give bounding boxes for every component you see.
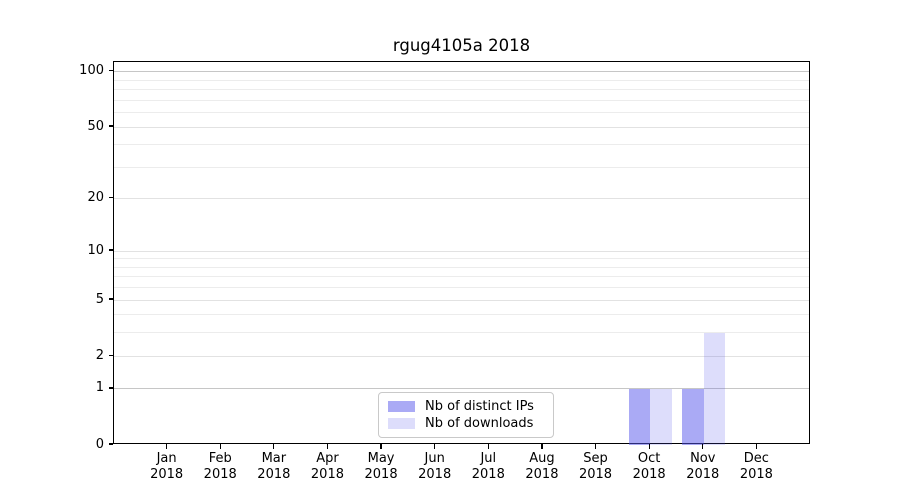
x-tick-label-dec: Dec 2018 [739, 451, 773, 482]
y-tick-mark-50 [108, 125, 113, 127]
x-tick-label-apr: Apr 2018 [310, 451, 344, 482]
x-tick-mark-jun [434, 444, 436, 449]
x-tick-mark-sep [594, 444, 597, 449]
minor-gridline-9 [114, 258, 809, 260]
x-tick-label-jun: Jun 2018 [418, 451, 452, 482]
x-tick-mark-nov [702, 444, 704, 449]
x-tick-mark-apr [326, 444, 329, 449]
y-tick-mark-20 [108, 197, 113, 199]
x-tick-label-feb: Feb 2018 [203, 451, 237, 482]
plot-area: Nb of distinct IPs Nb of downloads [113, 61, 810, 445]
minor-gridline-40 [114, 144, 809, 146]
y-tick-mark-100 [108, 70, 113, 72]
y-tick-label-0: 0 [95, 436, 104, 452]
minor-gridline-4 [114, 314, 809, 316]
legend-item-distinct-ips: Nb of distinct IPs [388, 398, 544, 415]
minor-gridline-80 [114, 89, 809, 91]
y-tick-label-10: 10 [87, 242, 104, 258]
x-tick-label-mar: Mar 2018 [257, 451, 291, 482]
x-tick-mark-jul [487, 444, 489, 449]
gridline-2 [114, 355, 809, 357]
x-tick-label-oct: Oct 2018 [632, 451, 666, 482]
bar-distinct-ips-nov [682, 388, 704, 445]
y-tick-label-5: 5 [95, 291, 104, 307]
legend-label-downloads: Nb of downloads [425, 416, 534, 431]
y-tick-label-100: 100 [79, 63, 104, 79]
legend-swatch-distinct-ips [388, 401, 415, 412]
minor-gridline-60 [114, 112, 809, 114]
x-tick-label-aug: Aug 2018 [525, 451, 559, 482]
x-tick-label-sep: Sep 2018 [578, 451, 613, 482]
x-tick-mark-dec [755, 444, 758, 449]
gridline-50 [114, 126, 809, 128]
y-tick-label-2: 2 [95, 347, 104, 363]
bar-distinct-ips-oct [628, 388, 651, 445]
minor-gridline-70 [114, 99, 809, 101]
gridline-100 [114, 71, 809, 73]
y-tick-mark-1 [108, 387, 113, 389]
x-tick-mark-may [380, 444, 382, 449]
minor-gridline-90 [114, 79, 809, 81]
x-tick-mark-oct [648, 444, 650, 449]
y-tick-label-1: 1 [95, 380, 104, 396]
y-tick-mark-5 [108, 298, 113, 300]
bar-downloads-nov [703, 332, 726, 445]
gridline-1 [114, 388, 809, 390]
minor-gridline-7 [114, 276, 809, 278]
minor-gridline-6 [114, 287, 809, 289]
bar-downloads-oct [650, 388, 672, 445]
x-tick-mark-mar [273, 444, 275, 449]
gridline-20 [114, 198, 809, 200]
minor-gridline-8 [114, 266, 809, 268]
minor-gridline-3 [114, 332, 809, 334]
x-tick-mark-aug [541, 444, 543, 449]
legend-item-downloads: Nb of downloads [388, 415, 544, 432]
y-tick-mark-2 [108, 354, 113, 356]
x-tick-label-jan: Jan 2018 [150, 451, 184, 482]
y-tick-mark-0 [108, 443, 113, 445]
y-tick-label-50: 50 [87, 118, 104, 134]
x-tick-label-nov: Nov 2018 [686, 451, 720, 482]
x-tick-mark-jan [165, 444, 168, 449]
gridline-5 [114, 299, 809, 301]
legend-swatch-downloads [388, 418, 415, 429]
x-tick-label-jul: Jul 2018 [471, 451, 505, 482]
x-tick-label-may: May 2018 [364, 451, 398, 482]
legend: Nb of distinct IPs Nb of downloads [378, 392, 554, 438]
x-tick-mark-feb [219, 444, 221, 449]
minor-gridline-30 [114, 166, 809, 168]
legend-label-distinct-ips: Nb of distinct IPs [425, 399, 534, 414]
y-tick-label-20: 20 [87, 190, 104, 206]
gridline-10 [114, 250, 809, 252]
chart-title: rgug4105a 2018 [392, 36, 531, 55]
y-tick-mark-10 [108, 249, 113, 251]
